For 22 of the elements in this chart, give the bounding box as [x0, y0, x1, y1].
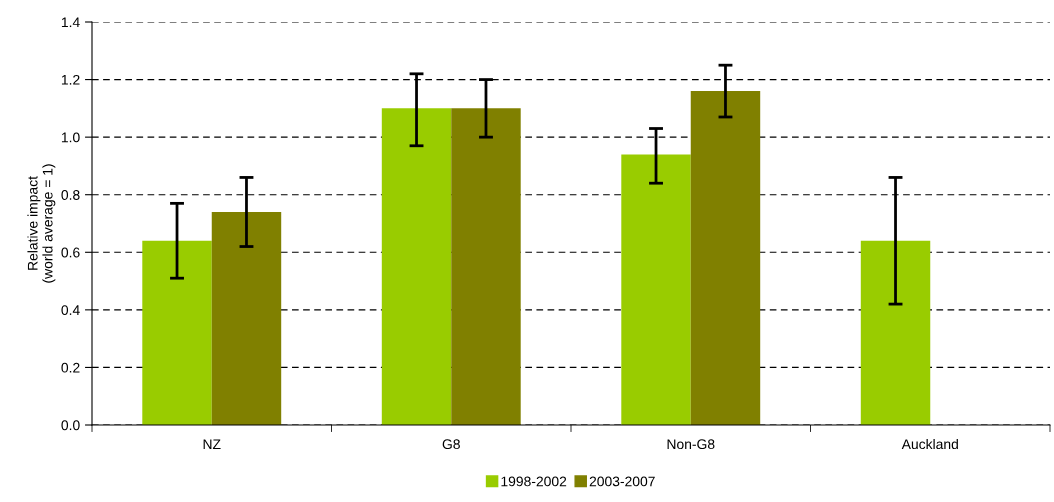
bar — [381, 108, 452, 425]
bar — [451, 108, 521, 425]
y-axis-title: Relative impact (world average = 1) — [27, 164, 56, 283]
bar — [142, 240, 212, 425]
legend-label: 2003-2007 — [589, 476, 655, 487]
y-tick-label: 0.0 — [61, 420, 80, 431]
y-tick-label: 1.2 — [61, 74, 80, 85]
bar — [211, 211, 282, 425]
x-tick-label: NZ — [203, 439, 221, 449]
legend-label: 1998-2002 — [501, 476, 567, 487]
bar — [860, 240, 931, 425]
y-tick-label: 1.0 — [61, 132, 80, 143]
y-tick-label: 1.4 — [61, 17, 80, 28]
y-tick-label: 0.6 — [61, 247, 80, 258]
y-tick-label: 0.4 — [61, 305, 80, 316]
bar — [621, 154, 691, 425]
x-tick-label: G8 — [442, 439, 460, 450]
bar — [690, 91, 761, 425]
y-tick-label: 0.8 — [61, 190, 80, 200]
x-tick-label: Non-G8 — [667, 439, 715, 450]
y-tick-label: 0.2 — [61, 362, 80, 373]
x-tick-label: Auckland — [901, 438, 958, 450]
